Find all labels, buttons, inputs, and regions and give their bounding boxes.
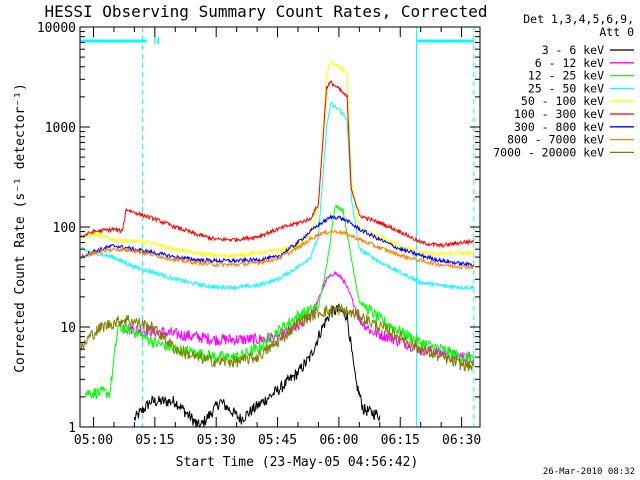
legend-label-7: 800 - 7000 keV	[507, 133, 604, 147]
timestamp: 26-Mar-2010 08:32	[543, 467, 635, 477]
series-line-4	[80, 59, 475, 259]
y-tick-label-3: 1000	[45, 121, 76, 136]
x-axis-label: Start Time (23-May-05 04:56:42)	[176, 455, 419, 470]
legend-header-line2: Att 0	[599, 25, 634, 39]
y-tick-label-2: 100	[53, 221, 76, 236]
series-line-0	[133, 303, 381, 428]
legend-label-2: 12 - 25 keV	[528, 69, 604, 83]
x-tick-label-6: 06:30	[442, 433, 481, 448]
series-line-7	[80, 228, 475, 271]
y-tick-label-1: 10	[60, 321, 76, 336]
series-line-2	[84, 204, 475, 400]
x-tick-label-3: 05:45	[258, 433, 297, 448]
legend-label-6: 300 - 800 keV	[514, 120, 604, 134]
legend-label-1: 6 - 12 keV	[535, 56, 604, 70]
x-tick-label-5: 06:15	[381, 433, 420, 448]
instrument-flags: N	[79, 27, 475, 427]
y-tick-label-4: 10000	[37, 21, 76, 36]
x-tick-label-4: 06:00	[319, 433, 358, 448]
x-tick-label-0: 05:00	[74, 433, 113, 448]
series-line-3	[81, 101, 475, 291]
series-line-5	[81, 79, 475, 249]
y-axis: 1 10 100 1000 10000	[37, 21, 480, 436]
y-tick-label-0: 1	[68, 421, 76, 436]
legend-label-0: 3 - 6 keV	[542, 43, 604, 57]
y-axis-label: Corrected Count Rate (s⁻¹ detector⁻¹)	[13, 83, 28, 373]
legend-label-4: 50 - 100 keV	[521, 94, 604, 108]
legend-label-8: 7000 - 20000 keV	[493, 145, 604, 159]
x-axis: 05:00 05:15 05:30 05:45 06:00 06:15 06:30	[74, 27, 481, 448]
legend-label-5: 100 - 300 keV	[514, 107, 604, 121]
series-line-8	[80, 303, 475, 372]
legend-header-line1: Det 1,3,4,5,6,9,	[523, 12, 634, 26]
legend-label-3: 25 - 50 keV	[528, 81, 604, 95]
flag-label: N	[154, 36, 160, 47]
x-tick-label-1: 05:15	[135, 433, 174, 448]
series-group	[80, 59, 475, 428]
x-tick-label-2: 05:30	[197, 433, 236, 448]
chart-title: HESSI Observing Summary Count Rates, Cor…	[44, 2, 487, 21]
